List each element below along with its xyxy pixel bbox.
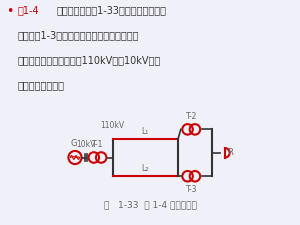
Text: ~: ~ xyxy=(70,151,80,164)
Text: 图   1-33  例 1-4 电气接线图: 图 1-33 例 1-4 电气接线图 xyxy=(103,200,196,209)
Text: T-2: T-2 xyxy=(186,112,197,121)
Text: 例1-4: 例1-4 xyxy=(18,5,40,15)
Text: 导纳。试分别作出归算到110kV侧和10kV侧该: 导纳。试分别作出归算到110kV侧和10kV侧该 xyxy=(18,55,161,65)
Text: L₁: L₁ xyxy=(142,127,149,136)
Text: L₂: L₂ xyxy=(142,164,149,173)
Text: G: G xyxy=(71,139,77,148)
Text: 数据见表1-3，数据中忽略了变压器的电阻和: 数据见表1-3，数据中忽略了变压器的电阻和 xyxy=(18,30,140,40)
Text: T-3: T-3 xyxy=(185,185,197,194)
Text: R: R xyxy=(227,148,233,157)
Text: 110kV: 110kV xyxy=(100,121,124,130)
Text: 10kV: 10kV xyxy=(76,140,96,149)
Text: 系统的等值电路。: 系统的等值电路。 xyxy=(18,80,65,90)
Text: 某电力系统如图1-33所示，各元件技术: 某电力系统如图1-33所示，各元件技术 xyxy=(57,5,167,15)
Text: T-1: T-1 xyxy=(92,140,103,149)
Text: •: • xyxy=(6,5,14,18)
